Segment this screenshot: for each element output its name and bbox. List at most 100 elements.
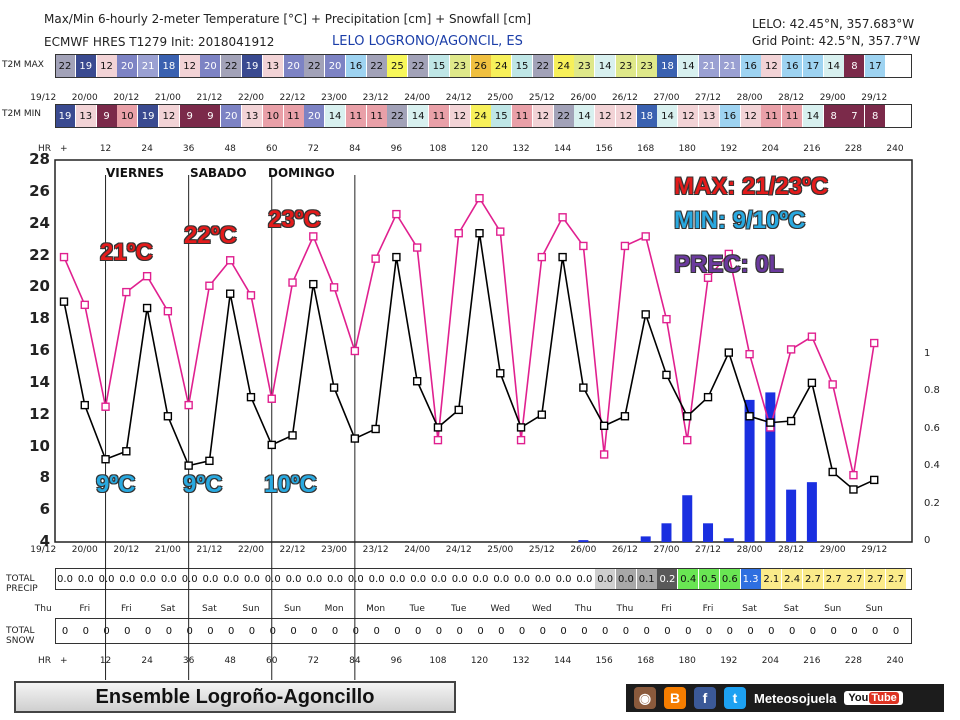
date-tick-top: 27/00 <box>653 93 680 103</box>
youtube-tube: Tube <box>869 692 899 704</box>
point-max <box>163 307 173 316</box>
point-min <box>745 412 754 421</box>
hr-tick-bottom: 216 <box>803 656 821 666</box>
date-tick-bottom: 21/12 <box>196 545 223 555</box>
series-line-max <box>63 196 876 476</box>
snow-cell: 0 <box>809 625 817 637</box>
weekday-tick: Sun <box>824 604 842 614</box>
snow-cell: 0 <box>269 625 276 637</box>
weekday-tick: Thu <box>34 604 52 614</box>
precip-cell: 2.7 <box>823 569 844 589</box>
point-max <box>579 241 588 251</box>
point-min <box>309 279 318 289</box>
precip-bar <box>682 495 693 542</box>
day-label-sabado: SABADO <box>190 166 247 180</box>
precip-cell: 0.0 <box>576 573 593 585</box>
snow-cell: 0 <box>103 625 110 637</box>
date-tick-top: 21/12 <box>196 93 223 103</box>
t2m-max-cell: 12 <box>96 55 117 77</box>
snow-cell: 0 <box>144 625 152 637</box>
t2m-max-cell: 16 <box>345 55 366 77</box>
date-tick-top: 28/00 <box>736 93 763 103</box>
point-min <box>225 289 235 298</box>
y-tick-label: 12 <box>29 404 50 423</box>
point-max <box>662 314 671 324</box>
snow-cell: 0 <box>705 625 713 637</box>
t2m-min-cell: 12 <box>158 105 179 127</box>
hr-tick-bottom: 108 <box>429 656 447 666</box>
t2m-min-cell: 11 <box>761 105 782 127</box>
youtube-icon[interactable]: You Tube <box>844 691 903 705</box>
t2m-max-cell: 8 <box>844 55 865 77</box>
hr-tick-bottom: 24 <box>141 656 153 666</box>
t2m-max-cell: 19 <box>241 55 262 77</box>
precip-cell: 0.0 <box>98 573 115 585</box>
hr-plus-bottom: + <box>60 656 68 666</box>
date-tick-top: 22/00 <box>238 93 264 103</box>
t2m-min-cell: 8 <box>823 105 844 127</box>
precip-bar <box>640 536 651 542</box>
snow-cell: 0 <box>872 625 879 637</box>
precip-cell: 0.0 <box>119 573 136 585</box>
t2m-max-cell: 20 <box>283 55 304 77</box>
t2m-max-cell: 14 <box>823 55 844 77</box>
t2m-min-cell: 11 <box>782 105 803 127</box>
date-tick-bottom: 21/00 <box>154 545 181 555</box>
t2m-max-cell: 26 <box>470 55 491 77</box>
hr-tick-top: 72 <box>307 144 320 154</box>
point-min <box>101 455 110 464</box>
annot-max-viernes: 21ºC <box>100 239 153 266</box>
precip-bar <box>765 392 776 542</box>
precip-cell: 0.0 <box>77 573 94 585</box>
point-max <box>309 232 318 241</box>
weekday-tick: Sat <box>202 604 217 614</box>
date-tick-bottom: 23/12 <box>362 545 389 555</box>
weekday-tick: Thu <box>574 604 592 614</box>
hr-tick-top: 120 <box>470 144 489 154</box>
t2m-min-cell: 19 <box>138 105 159 127</box>
weekday-tick: Fri <box>120 604 132 614</box>
precip-label-2: PRECIP <box>6 584 38 594</box>
hr-tick-bottom: 168 <box>637 656 655 666</box>
hr-tick-bottom: 120 <box>470 656 489 666</box>
date-tick-bottom: 26/12 <box>611 545 638 555</box>
grid-point: Grid Point: 42.5°N, 357.7°W <box>752 34 921 48</box>
blogger-icon[interactable]: B <box>664 687 686 709</box>
model-info: ECMWF HRES T1279 Init: 2018041912 <box>44 35 275 49</box>
youtube-you: You <box>848 692 869 704</box>
t2m-min-cell: 20 <box>304 105 325 127</box>
point-min <box>807 378 817 388</box>
footer-title: Ensemble Logroño-Agoncillo <box>14 681 456 713</box>
snow-cell: 0 <box>248 625 256 637</box>
t2m-max-cell: 15 <box>428 55 449 77</box>
plot-frame <box>54 159 913 543</box>
date-tick-top: 20/12 <box>113 93 140 103</box>
instagram-icon[interactable]: ◉ <box>634 687 656 709</box>
date-tick-bottom: 29/00 <box>819 545 846 555</box>
hr-tick-bottom: 132 <box>512 656 530 666</box>
facebook-icon[interactable]: f <box>694 687 716 709</box>
t2m-max-cell: 16 <box>782 55 803 77</box>
t2m-max-cell: 23 <box>449 55 470 77</box>
snow-cell: 0 <box>726 625 733 637</box>
point-max <box>433 435 443 445</box>
snow-cell: 0 <box>331 625 339 637</box>
point-min <box>786 416 796 426</box>
t2m-min-cell: 12 <box>532 105 553 127</box>
twitter-icon[interactable]: t <box>724 687 746 709</box>
y2-tick-label: 0.4 <box>924 460 940 472</box>
t2m-max-cell: 22 <box>532 55 553 77</box>
point-max <box>516 435 526 445</box>
point-max <box>849 470 858 480</box>
date-tick-bottom: 22/00 <box>238 545 264 555</box>
precip-cell: 0.0 <box>389 573 406 585</box>
y-tick-label: 18 <box>29 309 50 328</box>
precip-cell: 0.0 <box>410 573 427 585</box>
date-tick-bottom: 28/00 <box>736 545 763 555</box>
snow-cell: 0 <box>186 625 193 637</box>
precip-cell: 0.0 <box>615 569 636 589</box>
annot-max-domingo: 23ºC <box>268 206 321 233</box>
point-min <box>516 423 526 432</box>
snow-cell: 0 <box>414 625 422 637</box>
point-max <box>142 271 152 281</box>
